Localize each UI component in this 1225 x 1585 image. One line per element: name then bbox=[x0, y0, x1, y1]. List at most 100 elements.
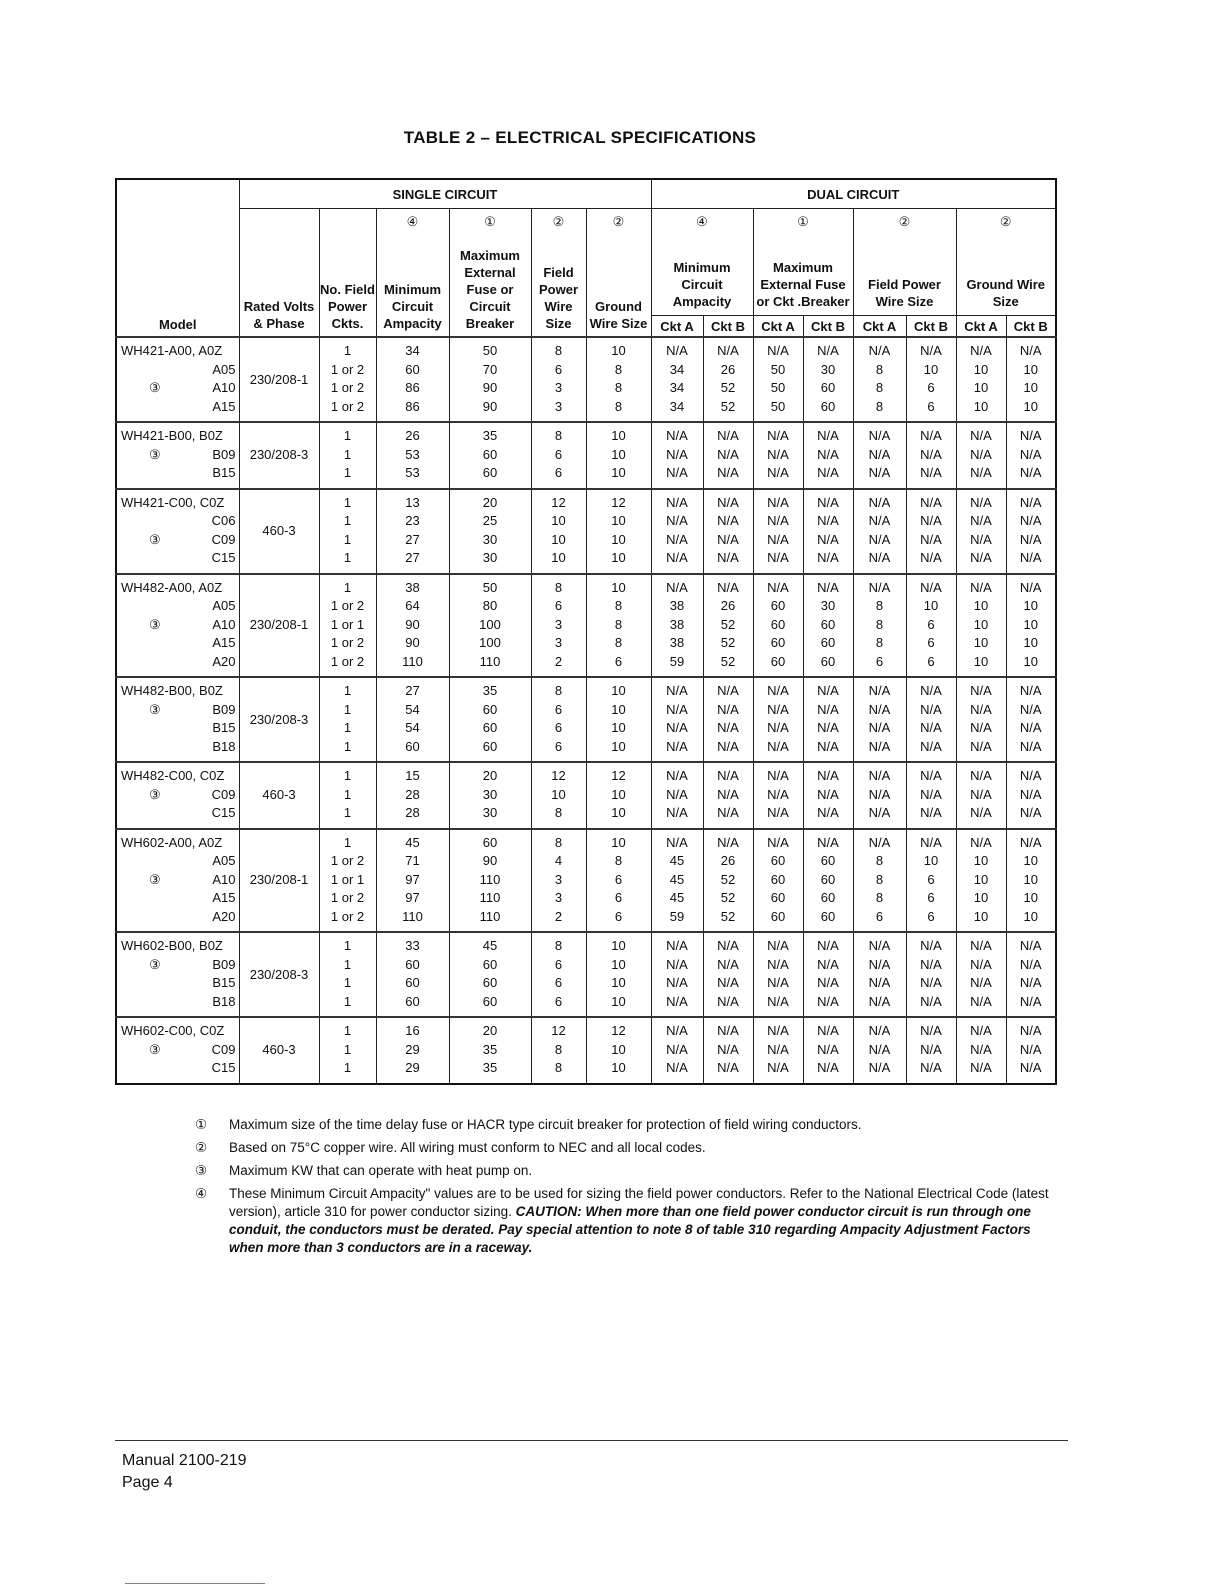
spec-value: 60 bbox=[770, 871, 786, 887]
spec-value: N/A bbox=[817, 446, 839, 462]
spec-column: 38 64 90 90 110 bbox=[375, 572, 450, 678]
spec-value: 10 bbox=[1023, 361, 1038, 377]
model-line: C15 bbox=[117, 804, 239, 823]
rated-volts: 230/208-3 bbox=[238, 421, 320, 489]
spec-value: 35 bbox=[482, 1041, 498, 1057]
spec-column: N/A N/A N/A N/A bbox=[1005, 487, 1057, 574]
spec-value: N/A bbox=[920, 720, 942, 735]
spec-column: 8 6 6 6 bbox=[530, 931, 587, 1018]
spec-column: N/A N/A N/A bbox=[752, 1016, 804, 1084]
model-line: B18 bbox=[117, 738, 239, 757]
scan-artifact-line bbox=[125, 1583, 265, 1584]
spec-value: N/A bbox=[817, 805, 839, 820]
spec-value: N/A bbox=[868, 701, 891, 717]
spec-value: 10 bbox=[923, 853, 939, 868]
spec-value: N/A bbox=[767, 1060, 789, 1075]
spec-column: 16 29 29 bbox=[375, 1016, 450, 1084]
spec-value: 6 bbox=[614, 871, 623, 887]
spec-column: 34 60 86 86 bbox=[375, 336, 450, 423]
spec-value: N/A bbox=[1019, 938, 1042, 953]
spec-value: N/A bbox=[920, 768, 942, 783]
spec-column: N/A N/A N/A bbox=[955, 761, 1007, 829]
spec-value: 8 bbox=[554, 343, 563, 358]
note-ref bbox=[121, 653, 149, 672]
model-line: WH602-B00, B0Z bbox=[117, 937, 239, 956]
spec-value: 1 bbox=[343, 768, 352, 783]
spec-value: N/A bbox=[868, 428, 891, 443]
spec-value: N/A bbox=[1019, 768, 1042, 783]
spec-value: 8 bbox=[554, 834, 563, 850]
spec-value: 34 bbox=[669, 361, 685, 377]
spec-value: N/A bbox=[666, 579, 688, 595]
model-name: WH602-B00, B0Z bbox=[121, 938, 223, 953]
spec-value: 6 bbox=[554, 975, 563, 990]
spec-value: N/A bbox=[717, 975, 739, 990]
header-model: Model bbox=[115, 178, 240, 338]
spec-value: 1 bbox=[343, 494, 352, 510]
spec-value: 1 bbox=[343, 428, 352, 443]
header-cell-stack: ② Ground Wire Size bbox=[957, 209, 1056, 313]
header-single-col: No. Field Power Ckts. bbox=[318, 208, 377, 338]
spec-value: N/A bbox=[1019, 494, 1042, 510]
spec-value: N/A bbox=[717, 531, 739, 547]
spec-value: 10 bbox=[1023, 635, 1038, 650]
spec-value: 10 bbox=[611, 683, 626, 698]
spec-value: N/A bbox=[817, 768, 839, 783]
spec-value: N/A bbox=[767, 446, 789, 462]
model-line: A05 bbox=[117, 597, 239, 616]
spec-column: 8 6 3 3 2 bbox=[530, 572, 587, 678]
spec-column: 45 60 60 60 bbox=[448, 931, 532, 1018]
spec-column: 1 1 1 bbox=[318, 421, 377, 489]
spec-value: 6 bbox=[554, 993, 563, 1009]
rated-volts: 460-3 bbox=[238, 1016, 320, 1084]
spec-value: 10 bbox=[611, 465, 626, 480]
spec-value: 10 bbox=[973, 380, 989, 395]
spec-value: N/A bbox=[920, 975, 942, 990]
table-title: TABLE 2 – ELECTRICAL SPECIFICATIONS bbox=[403, 128, 757, 147]
table-row: WH421-B00, B0Z ③ B09 B15 230/208-3 1 1 1 26 53 53 3… bbox=[115, 421, 1057, 489]
model-group: WH602-A00, A0Z A05 ③ A10 A15 A20 230/208-1 1 1 o… bbox=[115, 827, 1057, 933]
spec-value: 110 bbox=[479, 908, 501, 924]
spec-value: 28 bbox=[405, 786, 420, 802]
spec-column: N/A N/A N/A N/A bbox=[802, 487, 854, 574]
footnote-symbol: ② bbox=[195, 1140, 208, 1155]
spec-value: N/A bbox=[1019, 956, 1042, 972]
spec-column: N/A 34 34 34 bbox=[650, 336, 704, 423]
model-name: C15 bbox=[211, 805, 236, 820]
spec-value: 8 bbox=[875, 380, 884, 395]
spec-value: 53 bbox=[405, 446, 420, 462]
spec-value: N/A bbox=[767, 975, 789, 990]
spec-value: N/A bbox=[717, 834, 739, 850]
spec-value: N/A bbox=[920, 956, 942, 972]
note-ref bbox=[121, 974, 149, 993]
electrical-spec-table: Model SINGLE CIRCUIT DUAL CIRCUIT Rated … bbox=[115, 178, 1057, 1085]
spec-value: 12 bbox=[551, 768, 566, 783]
spec-value: N/A bbox=[920, 465, 942, 480]
note-ref: ③ bbox=[149, 701, 161, 717]
spec-value: N/A bbox=[767, 428, 789, 443]
spec-column: 26 53 53 bbox=[375, 421, 450, 489]
spec-value: N/A bbox=[666, 1023, 688, 1038]
spec-value: N/A bbox=[767, 683, 789, 698]
spec-value: 30 bbox=[482, 531, 498, 547]
spec-value: 1 bbox=[343, 1023, 352, 1038]
model-line: B15 bbox=[117, 719, 239, 738]
header-ckt-a: Ckt A bbox=[650, 315, 704, 338]
footnote-text: Maximum KW that can operate with heat pu… bbox=[229, 1162, 1049, 1180]
spec-value: 6 bbox=[614, 890, 623, 905]
spec-value: 29 bbox=[405, 1041, 420, 1057]
spec-column: N/A N/A N/A bbox=[650, 421, 704, 489]
spec-value: N/A bbox=[1019, 343, 1042, 358]
spec-value: N/A bbox=[817, 1023, 839, 1038]
spec-value: 8 bbox=[554, 805, 563, 820]
spec-column: 12 10 10 bbox=[585, 761, 652, 829]
model-cell: WH482-C00, C0Z ③ C09 C15 bbox=[115, 761, 240, 829]
spec-column: N/A 8 8 8 6 bbox=[852, 572, 907, 678]
spec-value: 6 bbox=[927, 653, 935, 669]
header-label: Rated Volts & Phase bbox=[243, 299, 315, 331]
model-name: A15 bbox=[212, 398, 236, 414]
spec-value: N/A bbox=[970, 550, 992, 565]
spec-value: 60 bbox=[820, 398, 836, 414]
spec-value: N/A bbox=[920, 805, 942, 820]
spec-value: N/A bbox=[970, 465, 992, 480]
